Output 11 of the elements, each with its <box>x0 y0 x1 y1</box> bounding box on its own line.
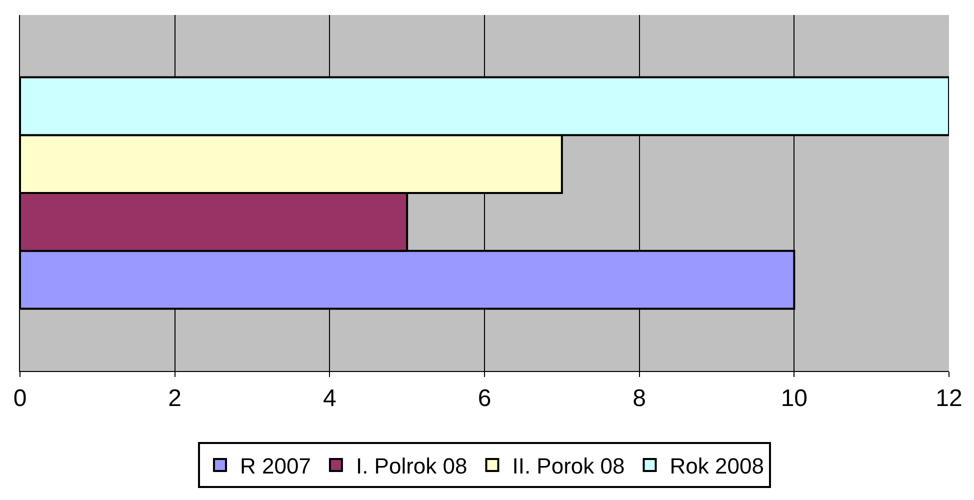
x-tick-label: 8 <box>632 384 646 412</box>
legend-label: R 2007 <box>240 454 311 479</box>
x-tick-label: 10 <box>780 384 808 412</box>
x-tick-label: 0 <box>13 384 27 412</box>
x-tick-label: 6 <box>478 384 492 412</box>
legend-label: II. Porok 08 <box>512 454 625 479</box>
legend-label: Rok 2008 <box>670 454 764 479</box>
x-tick-label: 2 <box>168 384 182 412</box>
x-tick-label: 12 <box>936 384 962 412</box>
x-tick-label: 4 <box>322 384 336 412</box>
legend-label: I. Polrok 08 <box>356 454 468 479</box>
